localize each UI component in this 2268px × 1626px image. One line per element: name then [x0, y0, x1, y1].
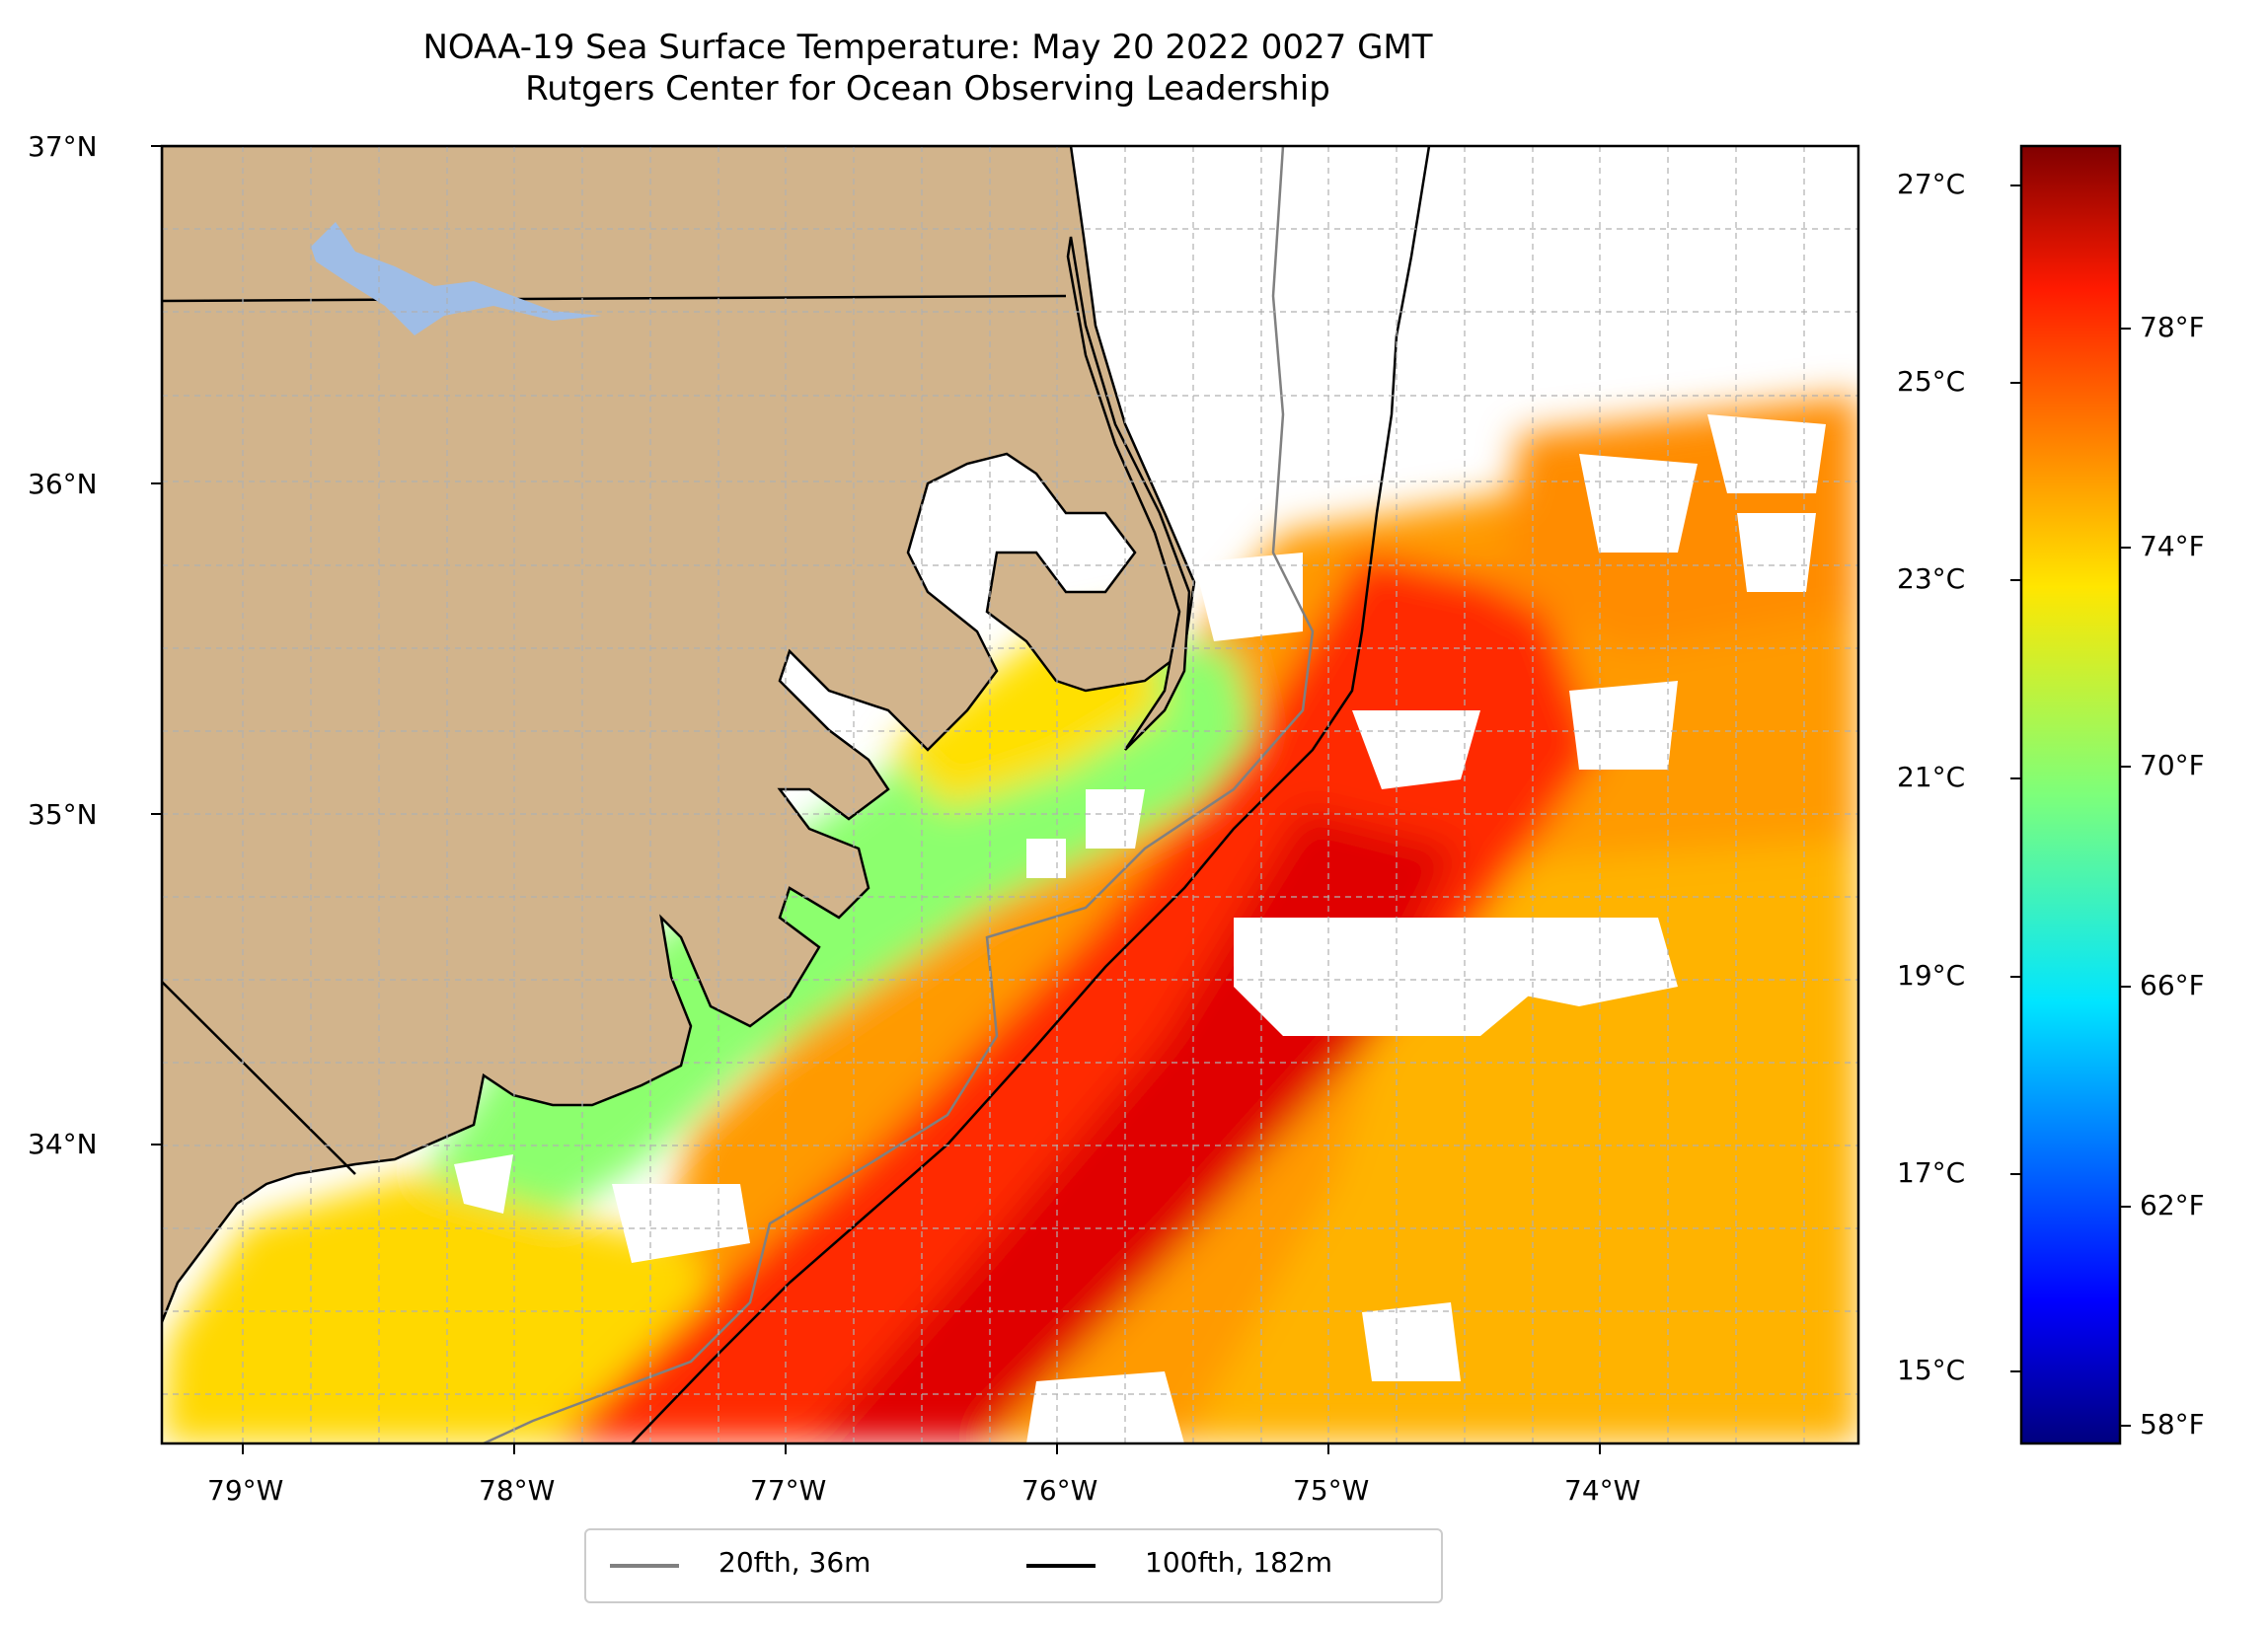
colorbar-celsius-label: 21°C	[1897, 761, 1966, 793]
lat-label: 37°N	[28, 130, 98, 163]
legend-line-20fth	[610, 1564, 679, 1568]
gridlines	[162, 146, 1858, 1443]
colorbar-fahrenheit-label: 66°F	[2140, 969, 2205, 1001]
lat-label: 34°N	[28, 1128, 98, 1160]
legend-line-100fth	[1026, 1564, 1096, 1568]
lon-label: 78°W	[479, 1474, 556, 1507]
lake	[311, 222, 602, 335]
colorbar-celsius-label: 23°C	[1897, 562, 1966, 595]
lon-label: 79°W	[207, 1474, 284, 1507]
map-title: NOAA-19 Sea Surface Temperature: May 20 …	[422, 28, 1433, 67]
legend: 20fth, 36m 100fth, 182m	[584, 1528, 1443, 1603]
colorbar-celsius-label: 19°C	[1897, 959, 1966, 992]
map-subtitle: Rutgers Center for Ocean Observing Leade…	[525, 69, 1330, 109]
map-field	[162, 146, 1858, 1443]
cloud-mask	[454, 414, 1826, 1443]
lat-label: 36°N	[28, 468, 98, 500]
colorbar-fahrenheit-label: 78°F	[2140, 311, 2205, 343]
lon-label: 76°W	[1021, 1474, 1098, 1507]
colorbar-celsius-label: 25°C	[1897, 365, 1966, 398]
colorbar-celsius-label: 27°C	[1897, 168, 1966, 200]
isobath-20fth	[483, 146, 1315, 1443]
colorbar-fahrenheit-label: 70°F	[2140, 749, 2205, 781]
colorbar-celsius-label: 17°C	[1897, 1156, 1966, 1189]
colorbar-fahrenheit-label: 62°F	[2140, 1189, 2205, 1221]
lon-label: 75°W	[1293, 1474, 1370, 1507]
legend-label-20fth: 20fth, 36m	[718, 1546, 871, 1579]
colorbar-celsius-label: 15°C	[1897, 1354, 1966, 1386]
colorbar-fahrenheit-label: 58°F	[2140, 1408, 2205, 1441]
lat-label: 35°N	[28, 798, 98, 831]
isobath-100fth	[631, 146, 1431, 1443]
colorbar-fahrenheit-label: 74°F	[2140, 530, 2205, 562]
legend-label-100fth: 100fth, 182m	[1145, 1546, 1333, 1579]
land-mass	[162, 146, 1196, 1323]
lon-label: 74°W	[1564, 1474, 1641, 1507]
lon-label: 77°W	[750, 1474, 827, 1507]
colorbar	[2019, 144, 2122, 1445]
